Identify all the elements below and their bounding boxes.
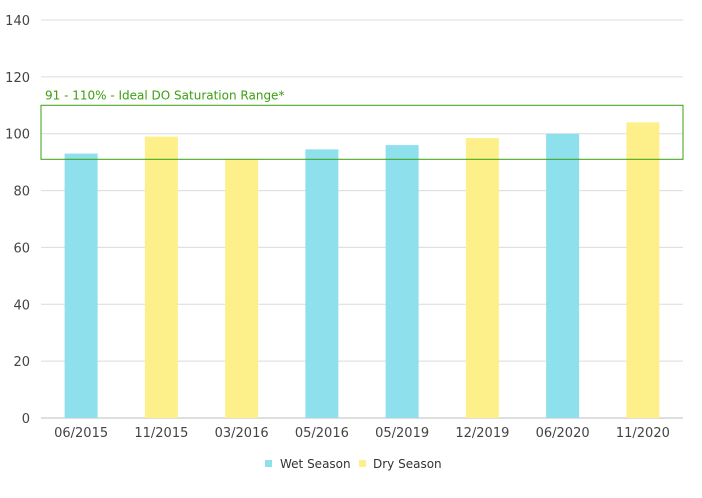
x-tick-label-05-2019: 05/2019 bbox=[375, 426, 429, 441]
y-axis-tick-labels: 0 20 40 60 80 100 120 140 bbox=[5, 14, 30, 427]
bar-12-2019 bbox=[465, 137, 499, 418]
bars bbox=[64, 122, 660, 419]
x-tick-label-12-2019: 12/2019 bbox=[455, 426, 509, 441]
x-tick-label-11-2020: 11/2020 bbox=[616, 426, 670, 441]
x-tick-label-03-2016: 03/2016 bbox=[215, 426, 269, 441]
bar-05-2016 bbox=[305, 149, 339, 418]
y-tick-label-80: 80 bbox=[13, 185, 30, 200]
ideal-range-band: 91 - 110% - Ideal DO Saturation Range* bbox=[40, 88, 684, 160]
legend-swatch-wet-season bbox=[265, 460, 272, 467]
bar-11-2020 bbox=[626, 122, 660, 418]
x-tick-label-11-2015: 11/2015 bbox=[134, 426, 188, 441]
legend-swatch-dry-season bbox=[359, 460, 366, 467]
ideal-range-label: 91 - 110% - Ideal DO Saturation Range* bbox=[45, 88, 284, 102]
legend: Wet Season Dry Season bbox=[265, 457, 442, 471]
legend-label-wet-season: Wet Season bbox=[280, 457, 351, 471]
x-axis-tick-labels: 06/2015 11/2015 03/2016 05/2016 05/2019 12/20… bbox=[54, 426, 670, 441]
bar-03-2016 bbox=[225, 159, 259, 419]
y-tick-label-100: 100 bbox=[5, 128, 30, 143]
y-tick-label-40: 40 bbox=[13, 298, 30, 313]
y-tick-label-20: 20 bbox=[13, 355, 30, 370]
y-tick-label-140: 140 bbox=[5, 14, 30, 29]
bar-11-2015 bbox=[144, 136, 178, 419]
bar-06-2015 bbox=[64, 153, 98, 418]
legend-label-dry-season: Dry Season bbox=[373, 457, 442, 471]
x-tick-label-05-2016: 05/2016 bbox=[295, 426, 349, 441]
gridlines bbox=[41, 19, 683, 419]
bar-06-2020 bbox=[546, 133, 580, 418]
ideal-range-rect bbox=[40, 104, 684, 160]
y-tick-label-60: 60 bbox=[13, 241, 30, 256]
bar-05-2019 bbox=[385, 145, 419, 419]
y-tick-label-120: 120 bbox=[5, 71, 30, 86]
x-tick-label-06-2015: 06/2015 bbox=[54, 426, 108, 441]
x-tick-label-06-2020: 06/2020 bbox=[536, 426, 590, 441]
y-tick-label-0: 0 bbox=[22, 412, 30, 427]
